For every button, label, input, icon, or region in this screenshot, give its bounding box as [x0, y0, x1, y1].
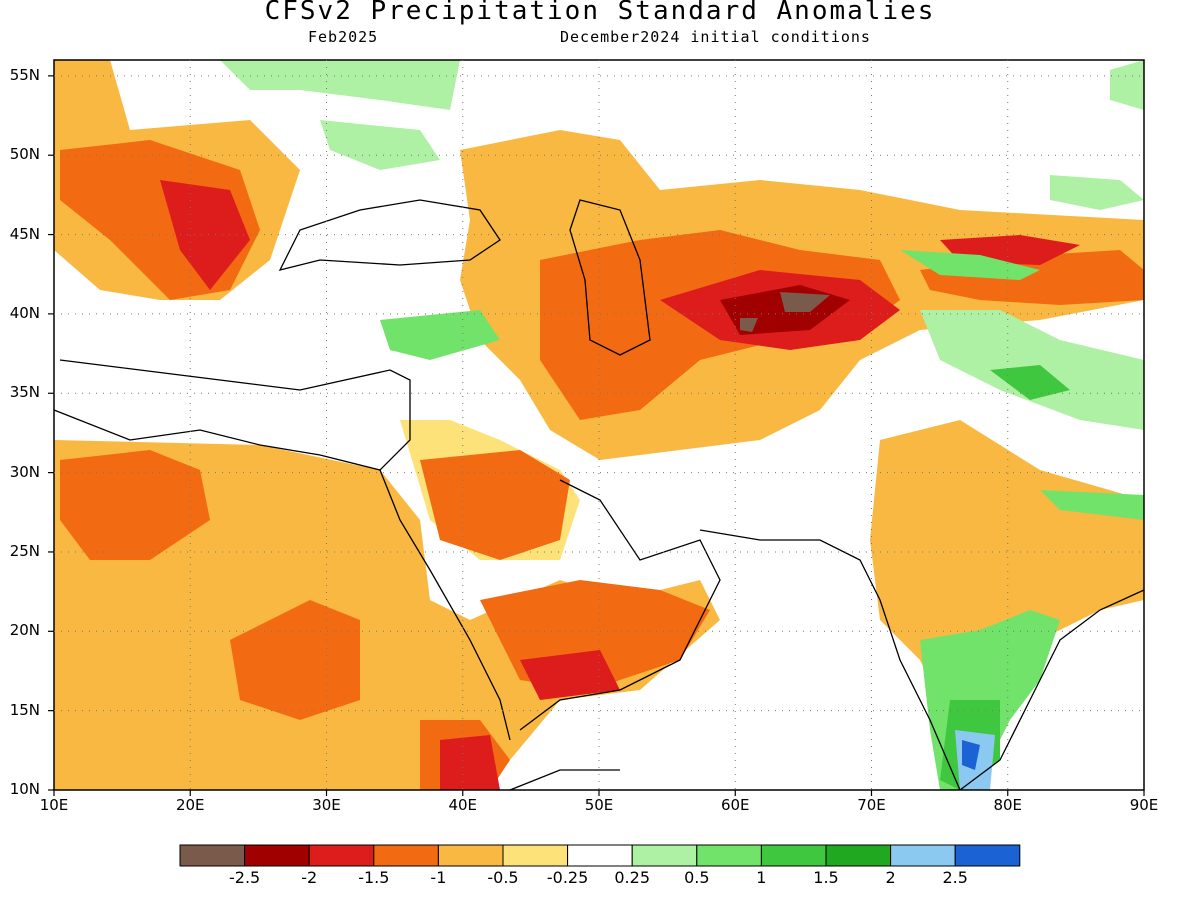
legend-swatch [308, 844, 375, 867]
legend-swatch [437, 844, 504, 867]
chart-title: CFSv2 Precipitation Standard Anomalies [264, 0, 936, 26]
lat-label: 20N [9, 621, 40, 640]
lon-label: 70E [857, 796, 886, 814]
lat-label: 30N [9, 462, 40, 481]
legend-label: -1 [430, 868, 447, 887]
anomaly-shading [54, 60, 1144, 790]
legend-label: -2.5 [228, 868, 261, 887]
lon-label: 90E [1129, 796, 1159, 814]
legend-swatch [760, 844, 827, 867]
legend-swatch [567, 844, 633, 867]
legend-label: -2 [301, 868, 318, 887]
lon-label: 20E [175, 796, 205, 814]
lon-label: 80E [993, 796, 1023, 814]
lon-label: 50E [584, 796, 614, 814]
gridlines [54, 60, 1144, 790]
forecast-month: Feb2025 [308, 28, 379, 46]
legend-swatch [179, 844, 246, 867]
legend-label: 1 [756, 868, 767, 887]
legend-swatch [502, 844, 569, 867]
legend-label: -0.5 [487, 868, 519, 887]
legend-swatch [631, 844, 698, 867]
legend-label: 1.5 [813, 868, 839, 887]
lon-label: 60E [720, 796, 750, 814]
lat-label: 40N [9, 303, 40, 322]
lat-label: 45N [9, 224, 40, 243]
lat-label: 50N [9, 145, 40, 164]
legend-label: 2.5 [942, 868, 968, 887]
coastlines [53, 199, 1145, 791]
lat-label: 15N [9, 700, 40, 719]
lat-label: 10N [9, 780, 40, 798]
legend-swatch [696, 844, 762, 867]
legend-swatch [373, 844, 439, 867]
lat-label: 25N [9, 541, 40, 560]
initial-conditions: December2024 initial conditions [560, 28, 871, 46]
legend-label: -0.25 [546, 868, 589, 887]
axis-ticks [48, 75, 1145, 796]
legend-swatch [954, 844, 1021, 867]
legend-label: 0.5 [684, 868, 710, 887]
lat-label: 55N [9, 65, 40, 84]
lat-label: 35N [9, 383, 40, 402]
legend-label: 2 [885, 868, 896, 887]
legend-swatch [890, 844, 956, 867]
lon-label: 10E [39, 796, 69, 814]
lon-label: 40E [448, 796, 478, 814]
legend-swatch [244, 844, 310, 867]
lon-label: 30E [312, 796, 341, 814]
legend-label: 0.25 [614, 868, 650, 887]
legend-swatch [825, 844, 892, 867]
legend-label: -1.5 [358, 868, 390, 887]
